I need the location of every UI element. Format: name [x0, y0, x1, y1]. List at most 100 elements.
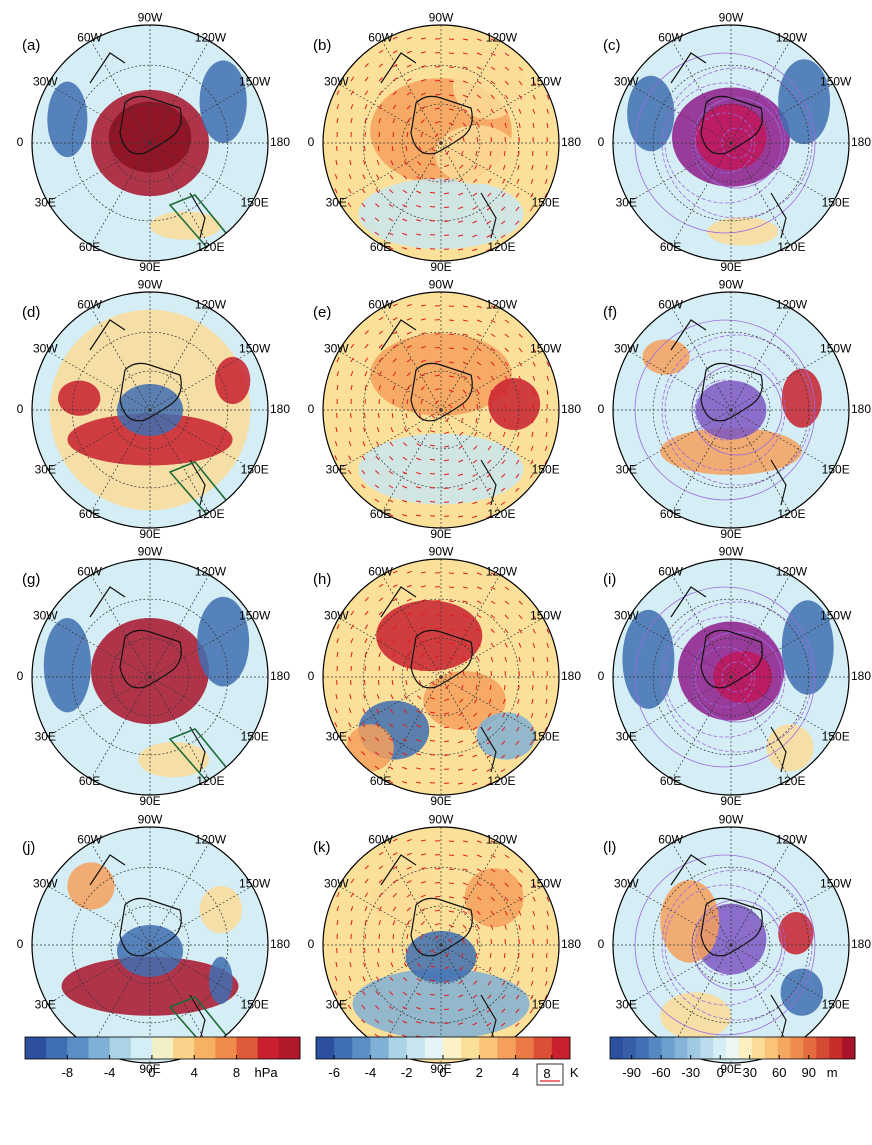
wind-vector	[519, 306, 523, 309]
wind-vector	[323, 638, 324, 643]
map-panel	[32, 25, 268, 261]
wind-vector	[322, 427, 323, 432]
wind-vector	[337, 837, 341, 841]
wind-vector	[337, 583, 340, 587]
wind-vector	[421, 826, 426, 827]
wind-vector	[322, 441, 323, 446]
anomaly-blob	[209, 957, 233, 1004]
colorbar-swatch	[461, 1037, 480, 1059]
longitude-label: 30W	[324, 342, 349, 356]
wind-vector	[547, 827, 551, 830]
longitude-label: 90W	[138, 10, 163, 24]
longitude-label: 120W	[195, 832, 227, 846]
longitude-label: 90W	[719, 277, 744, 291]
longitude-label: 120W	[195, 30, 227, 44]
wind-vector	[351, 838, 355, 841]
wind-vector	[530, 1023, 533, 1027]
wind-vector	[518, 685, 519, 690]
wind-vector	[547, 292, 551, 295]
wind-vector	[547, 306, 551, 310]
longitude-label: 120E	[777, 507, 805, 521]
longitude-label: 30E	[35, 730, 56, 744]
wind-vector	[337, 569, 341, 573]
colorbar-swatch	[700, 1037, 713, 1059]
wind-vector	[322, 174, 323, 179]
wind-vector	[323, 357, 325, 362]
wind-vector	[529, 235, 533, 239]
wind-vector	[407, 24, 412, 25]
longitude-label: 0	[308, 937, 315, 951]
wind-vector	[351, 22, 355, 25]
longitude-label: 120W	[195, 297, 227, 311]
wind-vector	[463, 25, 468, 26]
wind-vector	[347, 232, 351, 235]
wind-vector	[393, 132, 394, 137]
wind-vector	[505, 25, 509, 27]
wind-vector	[430, 459, 435, 460]
colorbar-swatch	[258, 1037, 280, 1059]
wind-vector	[547, 67, 550, 71]
wind-vector	[504, 151, 505, 156]
panel-label: (h)	[313, 571, 331, 588]
map-panel	[613, 25, 849, 261]
longitude-label: 30E	[616, 730, 637, 744]
wind-vector	[323, 371, 324, 376]
wind-vector	[321, 722, 323, 727]
wind-vector	[504, 418, 505, 423]
colorbar-swatch	[687, 1037, 700, 1059]
wind-vector	[491, 137, 492, 142]
wind-vector	[430, 726, 435, 727]
wind-vector	[333, 512, 337, 516]
longitude-label: 0	[17, 402, 24, 416]
wind-vector	[320, 751, 323, 755]
longitude-label: 120E	[777, 240, 805, 254]
wind-vector	[530, 488, 533, 492]
wind-vector	[529, 769, 533, 773]
colorbar-swatch	[726, 1037, 739, 1059]
wind-vector	[320, 512, 323, 516]
colorbar-unit: K	[570, 1065, 579, 1080]
panel-label: (l)	[603, 839, 616, 856]
wind-vector	[351, 583, 355, 587]
colorbar-swatch	[152, 1037, 174, 1059]
longitude-label: 90W	[719, 10, 744, 24]
wind-vector	[323, 597, 326, 601]
longitude-label: 150E	[532, 730, 560, 744]
anomaly-blob	[465, 868, 524, 927]
colorbar-swatch	[131, 1037, 153, 1059]
colorbar-tick-label: 2	[476, 1065, 483, 1080]
anomaly-blob	[643, 339, 690, 374]
wind-vector	[491, 939, 492, 944]
longitude-label: 30W	[324, 609, 349, 623]
wind-vector	[407, 291, 412, 292]
wind-vector	[337, 824, 341, 827]
colorbar-swatch	[803, 1037, 816, 1059]
longitude-label: 120E	[777, 774, 805, 788]
longitude-label: 90E	[430, 794, 451, 808]
wind-vector	[320, 217, 323, 221]
colorbar-tick-label: 60	[772, 1065, 786, 1080]
wind-vector	[491, 404, 492, 409]
colorbar-swatch	[173, 1037, 195, 1059]
longitude-label: 60E	[79, 240, 100, 254]
longitude-label: 0	[598, 135, 605, 149]
wind-vector	[543, 516, 547, 520]
wind-vector	[321, 455, 323, 460]
anomaly-blob	[215, 357, 250, 404]
longitude-label: 120W	[776, 564, 808, 578]
longitude-label: 0	[17, 937, 24, 951]
panel-label: (j)	[22, 839, 35, 856]
wind-vector	[533, 587, 536, 591]
colorbar-swatch	[279, 1037, 301, 1059]
longitude-label: 150E	[241, 730, 269, 744]
map-panel	[32, 827, 268, 1063]
longitude-label: 150E	[532, 463, 560, 477]
wind-vector	[449, 883, 454, 884]
wind-vector	[323, 21, 327, 25]
wind-vector	[323, 385, 324, 390]
wind-vector	[323, 652, 324, 657]
wind-vector	[365, 824, 369, 827]
wind-vector	[519, 292, 523, 295]
longitude-label: 120E	[487, 507, 515, 521]
wind-vector	[379, 290, 383, 292]
